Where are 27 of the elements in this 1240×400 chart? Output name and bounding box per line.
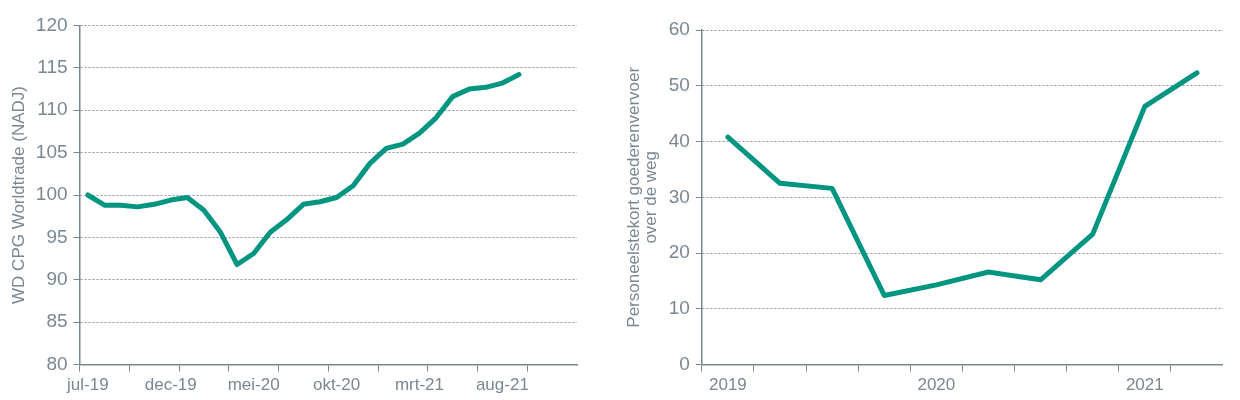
y-tick-label: 105 [35, 140, 68, 162]
x-tick-label: okt-20 [312, 375, 361, 395]
x-tick-label: 2020 [917, 375, 956, 395]
y-tick-label: 100 [35, 183, 68, 205]
y-axis-title: Personeelstekort goederenvervoer over de weg [623, 66, 661, 328]
y-tick-label: 20 [668, 241, 690, 263]
x-tick-label: 2021 [1125, 375, 1164, 395]
y-tick-label: 120 [35, 13, 68, 35]
x-tick-label: jul-19 [66, 375, 109, 395]
y-tick-label: 95 [46, 225, 68, 247]
y-tick-label: 10 [668, 297, 690, 319]
y-tick-label: 0 [679, 352, 690, 374]
y-tick-label: 30 [668, 185, 690, 207]
x-tick-label: dec-19 [144, 375, 197, 395]
y-tick-label: 110 [37, 98, 68, 120]
x-tick-label: mei-20 [227, 375, 280, 395]
y-tick-label: 80 [46, 352, 68, 374]
x-tick-label: aug-21 [475, 375, 529, 395]
x-tick-label: mrt-21 [394, 375, 445, 395]
x-tick-label: 2019 [708, 375, 747, 395]
y-tick-label: 60 [668, 18, 690, 40]
y-tick-label: 115 [37, 56, 68, 78]
y-tick-label: 40 [668, 129, 690, 151]
y-tick-label: 85 [46, 310, 68, 332]
y-tick-label: 50 [668, 74, 690, 95]
y-tick-label: 90 [46, 268, 68, 290]
y-axis-title: WD CPG Worldtrade (NADJ) [8, 86, 28, 304]
